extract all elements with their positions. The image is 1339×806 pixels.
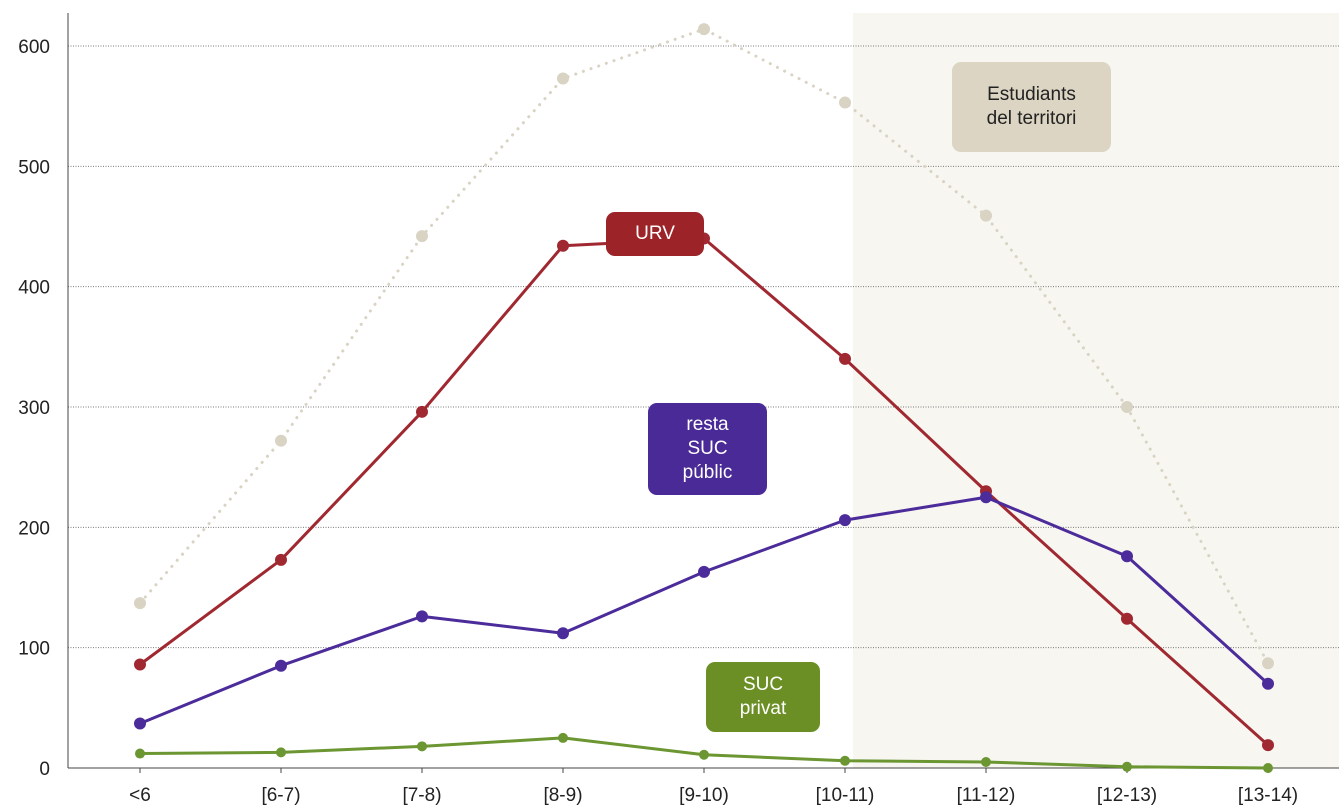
y-tick-label: 400 — [18, 278, 50, 299]
data-point — [839, 96, 851, 109]
data-point — [134, 717, 146, 730]
data-point — [980, 491, 992, 504]
data-point — [1262, 739, 1274, 752]
series-2 — [134, 491, 1274, 730]
data-point — [699, 749, 709, 760]
data-point — [275, 434, 287, 447]
series-lines — [134, 23, 1274, 773]
series-label-3: SUC privat — [706, 662, 820, 732]
data-point — [981, 756, 991, 767]
data-point — [698, 23, 710, 36]
y-tick-label: 200 — [18, 518, 50, 539]
series-label-text: Estudiants del territori — [986, 84, 1077, 129]
data-point — [1121, 401, 1133, 413]
x-tick-label: [7-8) — [402, 785, 441, 806]
series-3 — [135, 732, 1273, 773]
data-point — [698, 565, 710, 578]
data-point — [417, 741, 427, 752]
data-point — [558, 732, 568, 743]
x-tick-label: [8-9) — [543, 785, 582, 806]
data-point — [276, 747, 286, 758]
data-point — [980, 209, 992, 222]
data-point — [416, 610, 428, 623]
x-tick-label: [11-12) — [957, 785, 1016, 806]
data-point — [1121, 550, 1133, 563]
data-point — [1262, 657, 1274, 670]
x-tick-label: [6-7) — [261, 785, 300, 806]
axes: 0 100 200 300 400 500 600 <6 [6-7) [7-8) [8-9) [9-1… — [18, 13, 1339, 806]
x-tick-label: [13-14) — [1238, 785, 1298, 806]
x-tick-label: [10-11) — [816, 785, 875, 806]
data-point — [275, 659, 287, 672]
series-label-2: resta SUC públic — [648, 403, 767, 495]
y-tick-label: 600 — [18, 37, 50, 58]
series-label-1: URV — [606, 212, 704, 256]
data-point — [416, 230, 428, 243]
data-point — [135, 748, 145, 759]
y-tick-label: 0 — [39, 759, 50, 780]
data-point — [557, 239, 569, 252]
data-point — [416, 405, 428, 418]
data-point — [1122, 761, 1132, 772]
series-0 — [134, 23, 1274, 670]
x-tick-label: [9-10) — [679, 785, 729, 806]
y-tick-label: 300 — [18, 398, 50, 419]
data-point — [839, 352, 851, 365]
x-tick-label: [12-13) — [1097, 785, 1157, 806]
series-label-text: URV — [635, 223, 675, 244]
series-label-text: SUC privat — [739, 674, 787, 719]
series-label-text: resta SUC públic — [682, 414, 733, 483]
data-point — [1121, 612, 1133, 625]
data-point — [839, 514, 851, 527]
data-point — [1262, 677, 1274, 690]
y-tick-label: 500 — [18, 157, 50, 178]
data-point — [840, 755, 850, 766]
y-tick-label: 100 — [18, 639, 50, 660]
data-point — [557, 627, 569, 640]
data-point — [275, 553, 287, 566]
series-label-0: Estudiants del territori — [952, 62, 1111, 152]
data-point — [134, 658, 146, 671]
x-tick-label: <6 — [129, 785, 151, 806]
series-1 — [134, 232, 1274, 752]
data-point — [1263, 763, 1273, 773]
data-point — [134, 597, 146, 610]
data-point — [557, 72, 569, 85]
